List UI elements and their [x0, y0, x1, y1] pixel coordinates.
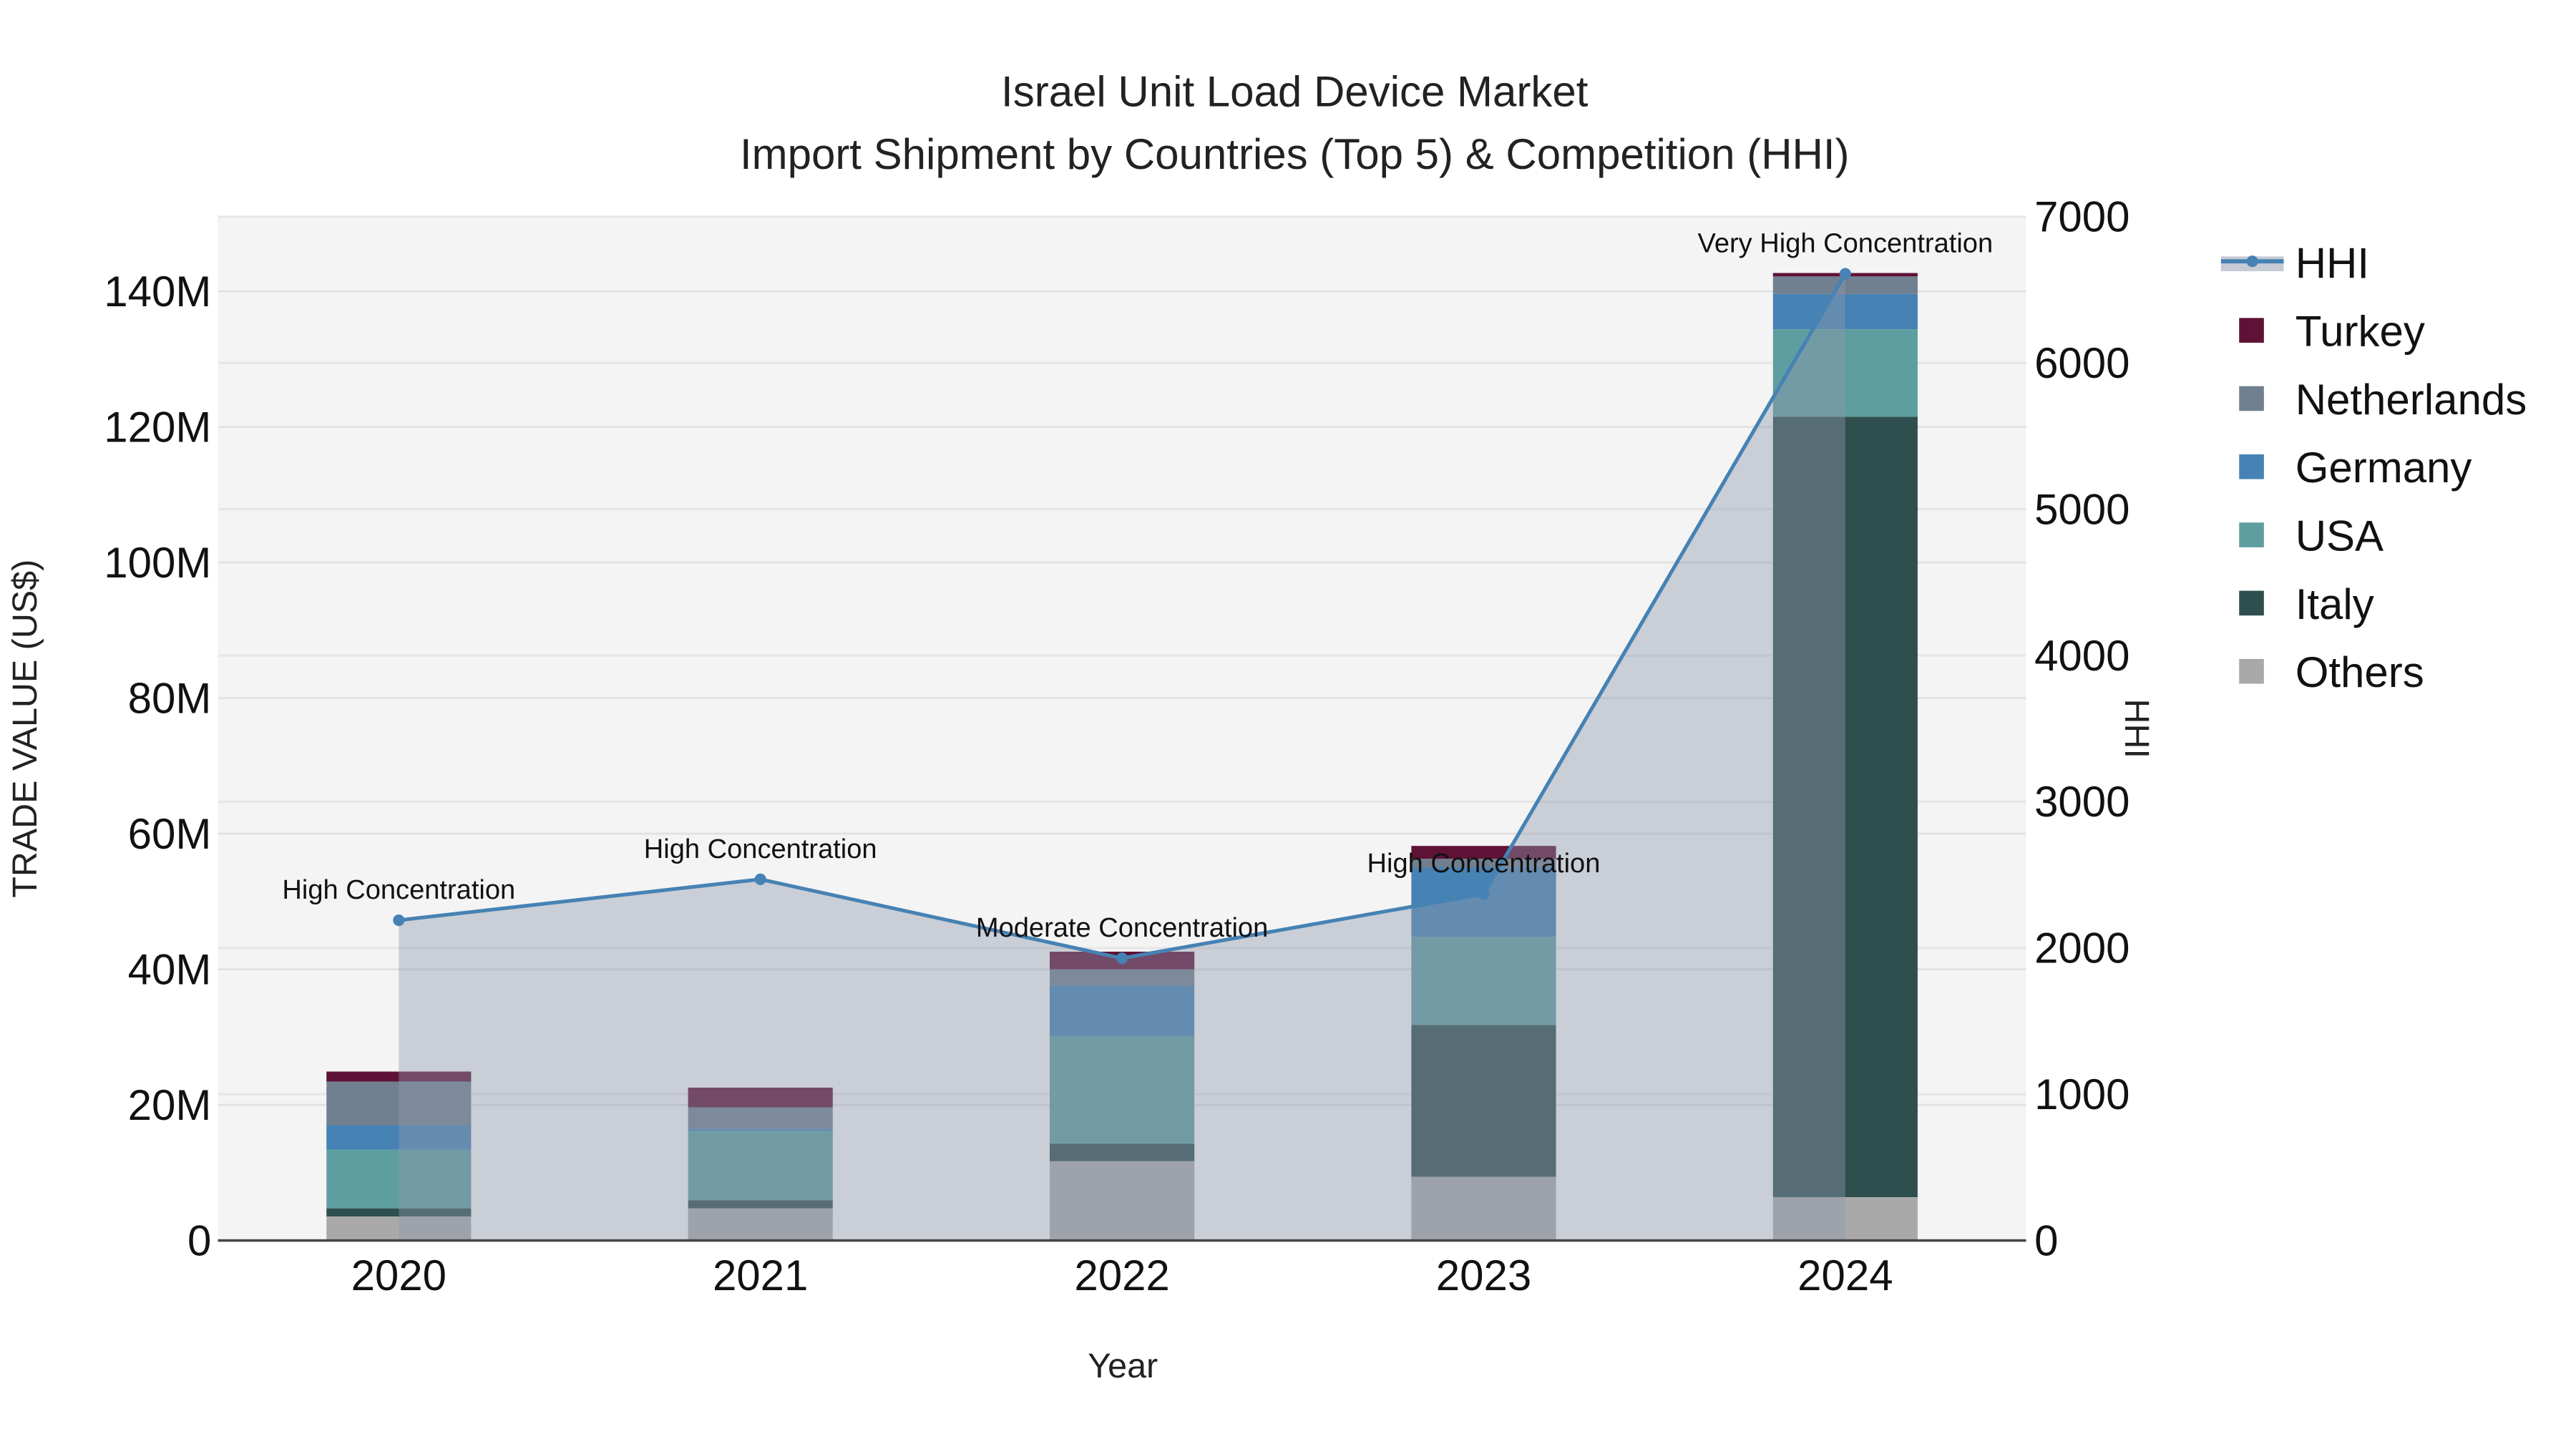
chart-subtitle: Import Shipment by Countries (Top 5) & C… — [740, 130, 1850, 178]
legend-label-hhi: HHI — [2296, 239, 2369, 287]
legend-swatch-usa — [2239, 522, 2264, 547]
legend-swatch-germany — [2239, 454, 2264, 479]
hhi-marker — [1839, 268, 1851, 280]
x-tick-label: 2021 — [713, 1252, 808, 1299]
legend-swatch-netherlands — [2239, 386, 2264, 411]
bar-netherlands-2020 — [326, 1081, 472, 1126]
y-axis-label: TRADE VALUE (US$) — [6, 560, 44, 898]
legend-label-turkey: Turkey — [2296, 308, 2425, 356]
bar-others-2023 — [1411, 1176, 1556, 1241]
y-tick-label: 20M — [128, 1081, 212, 1129]
y2-tick-label: 1000 — [2034, 1070, 2129, 1118]
bar-italy-2020 — [326, 1208, 472, 1217]
bar-others-2024 — [1772, 1197, 1918, 1241]
y2-axis-label: HHI — [2117, 699, 2156, 758]
legend-swatch-italy — [2239, 590, 2264, 616]
y-tick-label: 140M — [104, 268, 211, 316]
gridlines — [218, 215, 2026, 1106]
legend-swatch-others — [2239, 658, 2264, 684]
ticks: 0 20M 40M 60M 80M 100M 120M 140M 0 1000 2000 3000 40… — [104, 193, 2129, 1299]
y2-tick-label: 7000 — [2034, 193, 2129, 241]
bar-others-2022 — [1050, 1161, 1195, 1241]
bar-germany-2022 — [1050, 985, 1195, 1036]
bar-netherlands-2023 — [1411, 859, 1556, 868]
bar-others-2021 — [688, 1208, 833, 1241]
legend-label-italy: Italy — [2296, 580, 2374, 628]
bar-usa-2022 — [1050, 1035, 1195, 1144]
y-tick-label: 0 — [187, 1216, 211, 1264]
y-tick-label: 60M — [128, 810, 212, 858]
legend-label-usa: USA — [2296, 512, 2384, 560]
legend-swatch-turkey — [2239, 318, 2264, 343]
y-tick-label: 80M — [128, 674, 212, 722]
hhi-marker — [393, 914, 405, 927]
hhi-area: High Concentration High Concentration Mode… — [282, 229, 1993, 1241]
legend-label-germany: Germany — [2296, 444, 2472, 492]
hhi-annotation: High Concentration — [644, 834, 877, 864]
y-tick-label: 40M — [128, 945, 212, 993]
y2-tick-label: 0 — [2034, 1216, 2058, 1264]
hhi-area-fill — [399, 273, 1845, 1241]
legend-label-others: Others — [2296, 648, 2424, 696]
bar-usa-2021 — [688, 1131, 833, 1201]
bar-netherlands-2021 — [688, 1107, 833, 1129]
x-tick-label: 2023 — [1436, 1252, 1531, 1299]
bar-italy-2024 — [1772, 416, 1918, 1198]
bars — [326, 273, 1918, 1241]
hhi-marker — [754, 873, 766, 885]
y-tick-label: 120M — [104, 403, 211, 451]
y2-tick-label: 2000 — [2034, 924, 2129, 972]
bar-usa-2020 — [326, 1149, 472, 1209]
hhi-marker — [1478, 888, 1490, 900]
bar-others-2020 — [326, 1216, 472, 1241]
legend-label-netherlands: Netherlands — [2296, 376, 2527, 424]
y-tick-label: 100M — [104, 539, 211, 587]
bar-germany-2020 — [326, 1125, 472, 1150]
hhi-annotation: High Concentration — [1367, 849, 1601, 879]
bar-turkey-2023 — [1411, 846, 1556, 859]
legend: HHI Turkey Netherlands Germany USA Italy Other… — [2220, 239, 2527, 696]
chart-title: Israel Unit Load Device Market — [1001, 67, 1589, 115]
x-tick-label: 2020 — [351, 1252, 447, 1299]
bar-germany-2024 — [1772, 293, 1918, 330]
bar-italy-2022 — [1050, 1143, 1195, 1161]
hhi-marker — [1116, 952, 1128, 965]
y2-tick-label: 5000 — [2034, 485, 2129, 533]
hhi-annotation: Moderate Concentration — [976, 913, 1268, 943]
bar-italy-2021 — [688, 1200, 833, 1209]
y2-tick-label: 4000 — [2034, 632, 2129, 680]
y2-tick-label: 3000 — [2034, 778, 2129, 826]
bar-turkey-2021 — [688, 1087, 833, 1108]
bar-germany-2021 — [688, 1128, 833, 1131]
bar-italy-2023 — [1411, 1025, 1556, 1177]
bar-usa-2024 — [1772, 329, 1918, 417]
bar-usa-2023 — [1411, 937, 1556, 1025]
x-tick-label: 2024 — [1797, 1252, 1893, 1299]
bar-netherlands-2022 — [1050, 969, 1195, 986]
hhi-annotation: Very High Concentration — [1698, 229, 1994, 259]
y2-tick-label: 6000 — [2034, 339, 2129, 387]
x-axis-label: Year — [1088, 1347, 1158, 1385]
x-tick-label: 2022 — [1074, 1252, 1169, 1299]
hhi-annotation: High Concentration — [282, 875, 515, 905]
legend-hhi-marker — [2246, 255, 2258, 268]
bar-turkey-2020 — [326, 1071, 472, 1082]
